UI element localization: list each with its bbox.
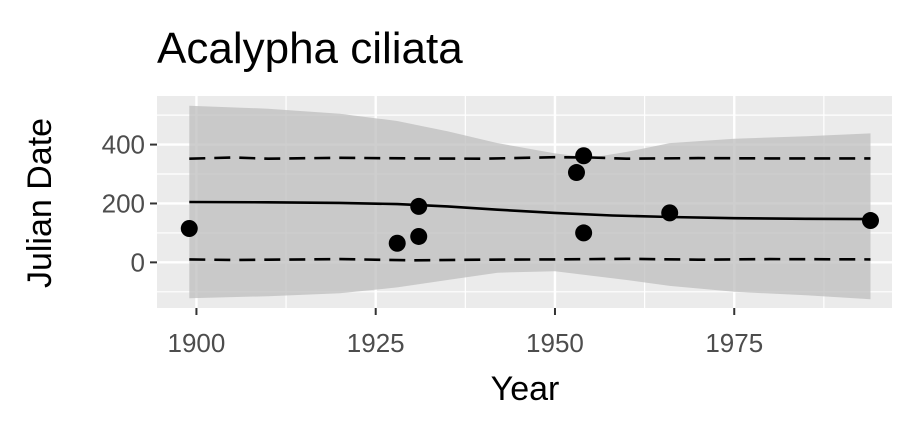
data-point	[661, 204, 679, 222]
data-point	[180, 220, 198, 237]
data-point	[861, 212, 879, 230]
y-tick-label: 400	[102, 130, 145, 160]
y-axis: 0 200 400	[102, 130, 157, 277]
fit-line	[189, 200, 871, 221]
y-tick-label: 0	[131, 247, 145, 277]
confidence-band-group	[189, 105, 871, 300]
data-point	[575, 224, 593, 242]
data-point	[410, 227, 428, 245]
x-tick-label: 1975	[705, 328, 763, 358]
confidence-band	[189, 105, 871, 300]
data-point	[388, 234, 406, 252]
data-point	[410, 197, 428, 215]
x-axis: 1900 1925 1950 1975	[168, 308, 763, 358]
lower-dashed-line	[189, 257, 871, 262]
y-tick-label: 200	[102, 188, 145, 218]
data-point	[575, 147, 593, 165]
x-tick-label: 1925	[347, 328, 405, 358]
fit-lines-group	[189, 155, 871, 262]
data-point	[567, 164, 585, 182]
upper-dashed-line	[189, 155, 871, 161]
chart-title: Acalypha ciliata	[157, 24, 463, 73]
x-axis-title: Year	[491, 370, 560, 408]
y-axis-title: Julian Date	[21, 118, 59, 288]
x-tick-label: 1900	[168, 328, 226, 358]
x-tick-label: 1950	[526, 328, 584, 358]
data-points-group	[180, 147, 879, 252]
